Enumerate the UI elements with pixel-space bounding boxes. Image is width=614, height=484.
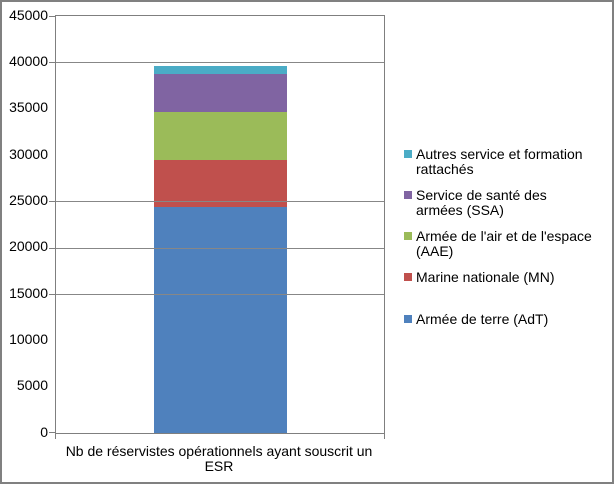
y-tick-mark-15000 [49,294,55,295]
category-axis-label: Nb de réservistes opérationnels ayant so… [49,444,389,474]
y-tick-label: 5000 [16,377,48,394]
legend: Autres service et formation rattachés Serv… [404,147,612,338]
legend-label: Armée de terre (AdT) [416,312,548,327]
legend-item-ssa: Service de santé des armées (SSA) [404,188,612,218]
y-tick-mark-40000 [49,62,55,64]
legend-item-aae: Armée de l'air et de l'espace (AAE) [404,229,612,259]
legend-swatch-ssa [404,191,412,199]
y-tick-label: 35000 [9,99,48,116]
legend-label-line: armées (SSA) [416,202,504,218]
bar-segment-autres [154,66,287,75]
y-tick-label: 10000 [9,330,48,347]
y-tick-label: 15000 [9,284,48,301]
y-tick-label: 0 [40,423,48,440]
gridline-25000 [56,201,384,203]
y-tick-label: 25000 [9,191,48,208]
bar-segment-mn [154,160,287,207]
legend-label-line: (AAE) [416,243,454,259]
legend-label-line: Armée de terre (AdT) [416,311,549,327]
legend-label: Service de santé des armées (SSA) [416,188,547,218]
legend-label: Armée de l'air et de l'espace (AAE) [416,229,592,259]
bar-segment-adt [154,206,287,433]
category-axis-label-line2: ESR [204,458,234,474]
legend-swatch-autres [404,150,412,158]
legend-item-adt: Armée de terre (AdT) [404,312,612,327]
legend-swatch-adt [404,315,412,323]
y-tick-label: 20000 [9,238,48,255]
stacked-bar [154,66,287,433]
bar-segment-aae [154,111,287,161]
plot-area [49,15,385,439]
category-axis-label-line1: Nb de réservistes opérationnels ayant so… [65,443,373,459]
legend-label-line: Autres service et formation [416,146,583,162]
bar-segment-ssa [154,74,287,112]
legend-label: Marine nationale (MN) [416,270,555,285]
y-tick-mark-25000 [49,201,55,203]
category-tick-mark-left [55,434,56,439]
legend-label-line: Marine nationale (MN) [416,269,555,285]
legend-label-line: rattachés [416,161,474,177]
y-tick-mark-0 [49,432,55,433]
legend-swatch-aae [404,232,412,240]
y-tick-label: 40000 [9,52,48,69]
y-tick-label: 45000 [9,6,48,23]
gridline-15000 [56,294,384,295]
legend-item-mn: Marine nationale (MN) [404,270,612,285]
y-tick-label: 30000 [9,145,48,162]
y-tick-mark-45000 [49,16,55,17]
legend-label-line: Service de santé des [416,187,547,203]
gridline-20000 [56,247,384,249]
category-tick-mark-right [384,434,385,439]
legend-swatch-mn [404,273,412,281]
legend-item-autres: Autres service et formation rattachés [404,147,612,177]
legend-label-line: Armée de l'air et de l'espace [416,228,592,244]
y-axis-tick-labels: 45000 40000 35000 30000 25000 20000 15000 10000… [2,2,48,482]
gridline-40000 [56,62,384,64]
y-tick-mark-20000 [49,247,55,249]
legend-label: Autres service et formation rattachés [416,147,583,177]
